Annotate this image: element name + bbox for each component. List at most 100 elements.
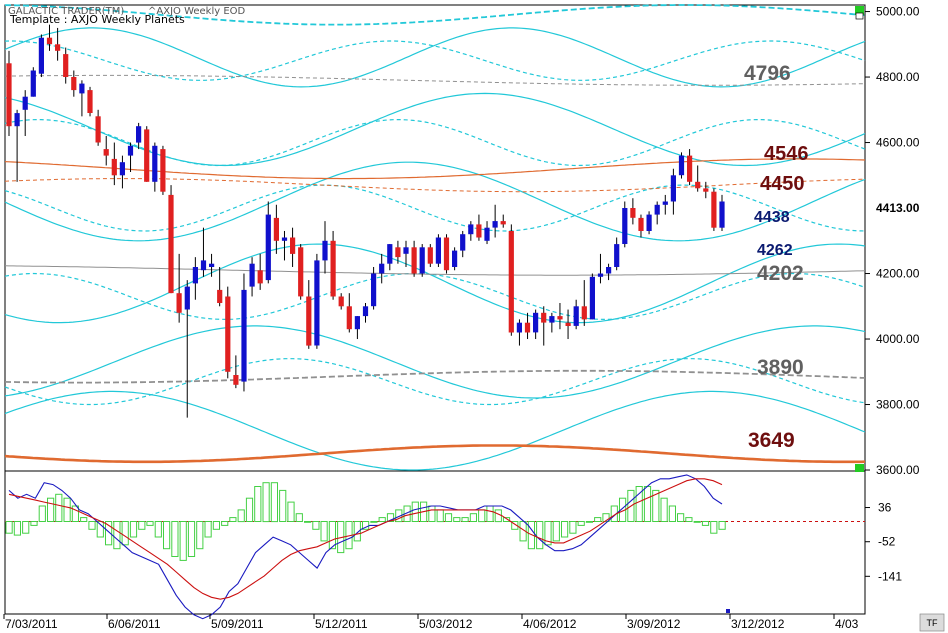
x-tick-label: 7/03/2011: [5, 617, 58, 631]
candle-body: [111, 158, 117, 176]
candle-body: [127, 145, 134, 156]
candle-body: [711, 191, 717, 228]
histogram-bar: [270, 482, 278, 523]
candle: [63, 47, 69, 84]
tf-button[interactable]: [919, 613, 945, 632]
candle-body: [103, 149, 109, 156]
candle: [46, 24, 53, 51]
histogram-bar: [602, 513, 610, 523]
candle: [249, 257, 255, 297]
histogram-bar: [511, 521, 519, 530]
indicator-y-tick-label: -141: [878, 569, 902, 583]
y-tick-label: 4800.00: [876, 70, 920, 84]
maximize-icon[interactable]: [855, 6, 864, 15]
candle-body: [549, 316, 555, 323]
indicator-y-tick-label: -52: [878, 535, 896, 549]
candle-body: [573, 306, 579, 326]
histogram-bar: [411, 501, 419, 523]
band-line-5: [4, 184, 866, 232]
candle-body: [476, 224, 482, 238]
band-line-17: [4, 369, 866, 384]
candle-body: [63, 54, 69, 77]
candle-body: [614, 244, 620, 267]
scroll-marker-icon[interactable]: [726, 609, 730, 613]
candle-body: [79, 83, 85, 94]
histogram-bar: [204, 521, 212, 538]
histogram-bar: [63, 497, 71, 523]
candle: [144, 126, 150, 182]
histogram-bar: [13, 521, 21, 536]
histogram-bar: [221, 521, 229, 526]
histogram-bar: [295, 513, 303, 523]
candle: [395, 240, 401, 264]
candle: [152, 142, 158, 192]
candle-body: [354, 316, 360, 330]
histogram-bar: [146, 521, 154, 526]
candle-body: [225, 296, 231, 372]
y-tick-label: 3800.00: [876, 398, 920, 412]
candle: [468, 221, 474, 241]
candle-body: [541, 312, 547, 323]
band-line-9: [4, 358, 866, 406]
x-tick-label: 5/09/2011: [211, 617, 264, 631]
tf-button-label[interactable]: TF: [927, 618, 938, 628]
candle-body: [30, 70, 36, 97]
candle-body: [427, 247, 433, 264]
histogram-bar: [154, 521, 162, 538]
candle-body: [95, 116, 101, 143]
candle: [225, 286, 231, 379]
histogram-bar: [196, 521, 204, 550]
candle: [95, 109, 101, 146]
candle-body: [314, 260, 320, 346]
histogram-bar: [88, 521, 96, 530]
y-tick-label: 4000.00: [876, 332, 920, 346]
y-tick-label: 3600.00: [876, 463, 920, 477]
candle-body: [606, 267, 612, 274]
candle: [516, 319, 522, 346]
level-label-4546: 4546: [764, 143, 809, 165]
candle: [443, 234, 450, 274]
histogram-bar: [469, 513, 477, 523]
candle-body: [646, 214, 652, 231]
histogram-bar: [428, 505, 436, 522]
resize-handle-icon[interactable]: [855, 464, 864, 472]
candle-body: [516, 322, 522, 333]
window-icon[interactable]: [855, 12, 864, 20]
candle-body: [71, 77, 77, 91]
candle: [379, 253, 385, 284]
planet-bands: [4, 4, 866, 471]
candle: [233, 355, 239, 389]
candle-body: [14, 113, 20, 127]
candle: [654, 201, 660, 225]
candle-body: [176, 293, 182, 313]
candle: [703, 181, 709, 199]
histogram-bar: [453, 517, 461, 522]
candle: [306, 280, 312, 349]
candle-body: [290, 237, 296, 254]
candle-body: [630, 208, 636, 218]
level-label-4438: 4438: [754, 209, 790, 226]
band-line-4: [4, 161, 866, 242]
candle: [330, 230, 336, 300]
candle-body: [298, 247, 304, 297]
histogram-bar: [121, 521, 129, 546]
candle: [241, 273, 247, 392]
candle: [71, 70, 77, 97]
candle-body: [533, 312, 539, 333]
candle: [403, 240, 409, 267]
indicator-lines: [8, 474, 723, 620]
histogram-bar: [22, 521, 30, 534]
band-line-1: [4, 40, 866, 81]
candle: [557, 303, 563, 330]
histogram-bar: [494, 509, 502, 523]
candle: [573, 299, 579, 330]
candle: [614, 237, 620, 271]
y-tick-label: 5000.00: [876, 5, 920, 19]
candle-body: [38, 37, 44, 74]
candle: [662, 194, 668, 215]
level-label-3890: 3890: [757, 356, 804, 379]
band-line-8: [4, 325, 866, 399]
histogram-bar: [212, 521, 221, 530]
candle: [452, 247, 458, 271]
candle-body: [362, 306, 369, 317]
